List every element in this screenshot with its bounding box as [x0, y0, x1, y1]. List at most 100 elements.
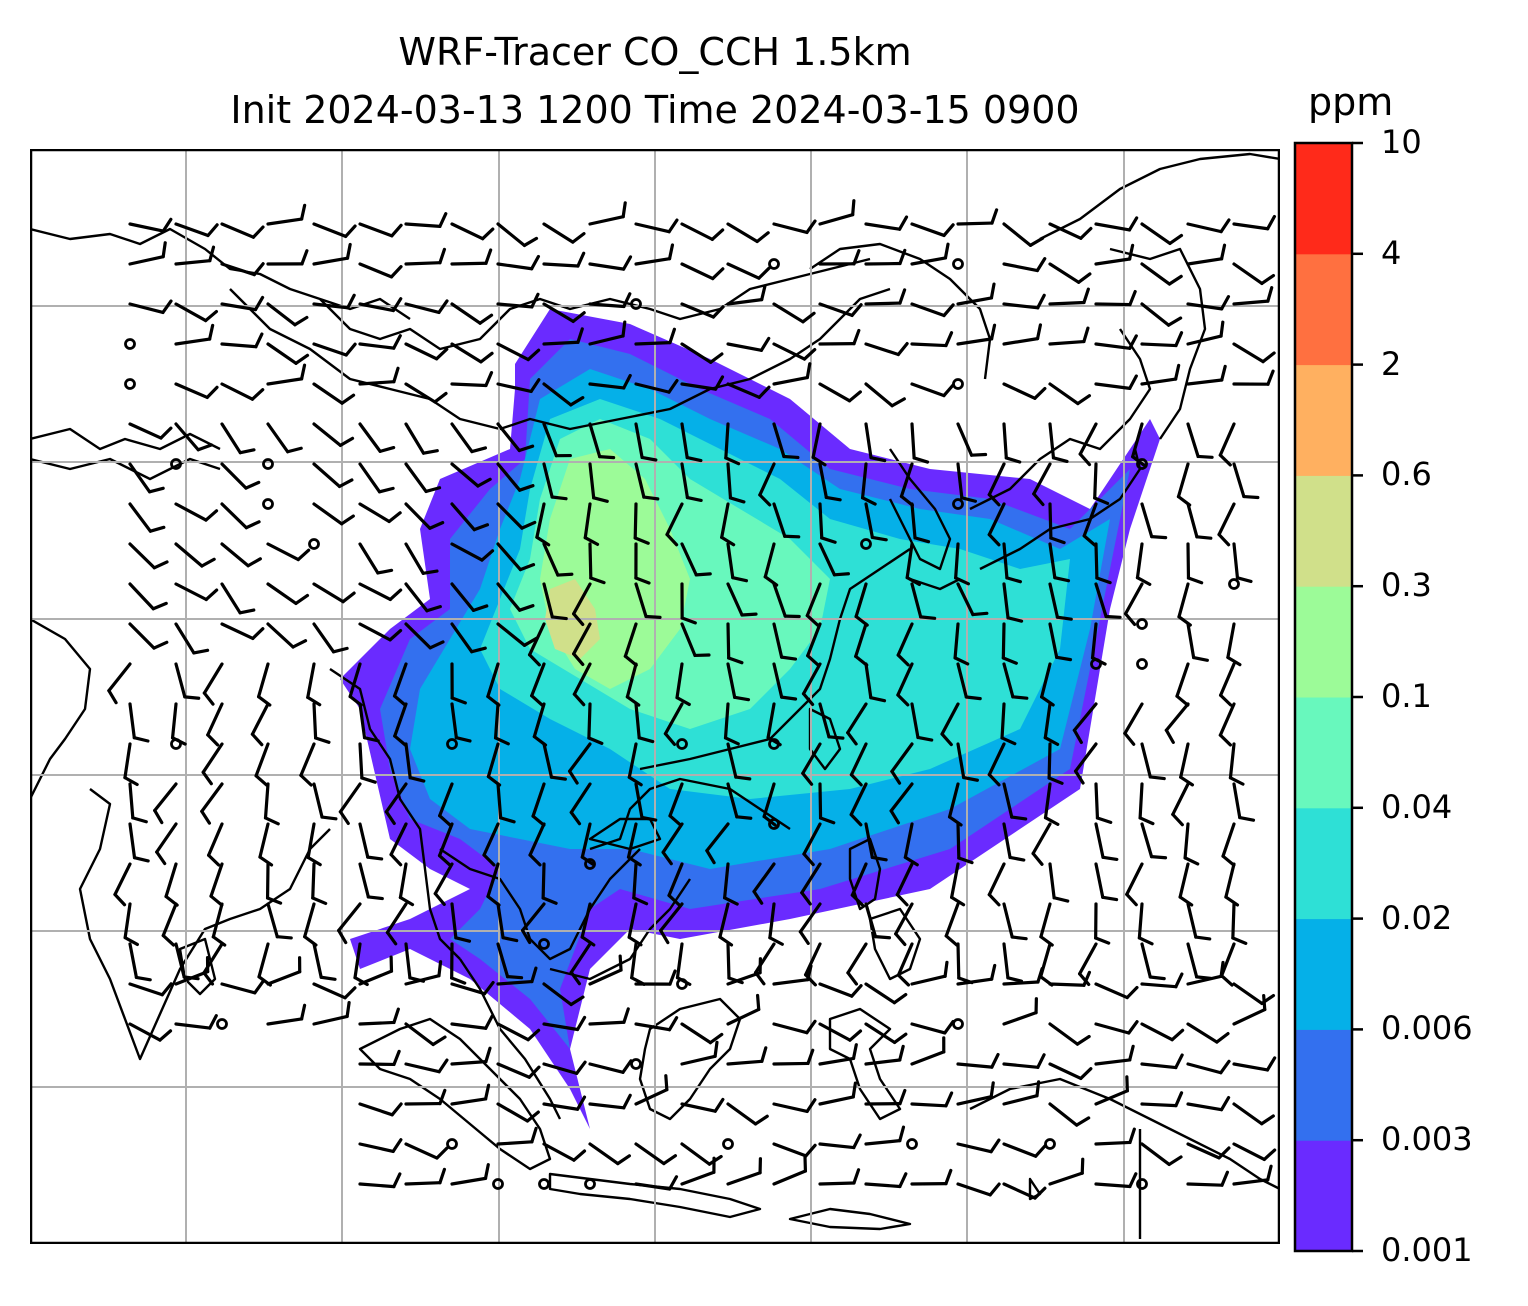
wind-barb [450, 1014, 494, 1030]
colorbar-tick-label: 10 [1381, 123, 1422, 161]
calm-wind-marker [446, 738, 458, 750]
wind-barb [860, 462, 877, 506]
wind-barb [588, 292, 632, 309]
calm-wind-marker [1136, 1178, 1148, 1190]
wind-barb [174, 302, 218, 323]
wind-barb [1186, 622, 1209, 662]
wind-barb [174, 245, 216, 266]
wind-barb [1048, 222, 1093, 240]
wind-barb [772, 662, 798, 701]
wind-barb [1031, 822, 1052, 866]
wind-barb [404, 622, 445, 650]
wind-barb [450, 622, 487, 654]
colorbar-segment [1295, 1029, 1352, 1141]
calm-wind-marker [952, 258, 964, 270]
wind-barb [266, 622, 308, 649]
wind-barb [680, 222, 725, 241]
wind-barb [896, 622, 914, 667]
calm-wind-marker [124, 338, 136, 350]
wind-barb [1048, 1157, 1085, 1186]
wind-barb [1175, 662, 1190, 707]
wind-barb [634, 1142, 678, 1166]
wind-barb [1002, 542, 1022, 584]
wind-barb [680, 1097, 725, 1113]
colorbar-segment [1295, 143, 1352, 255]
wind-barb [170, 702, 187, 746]
wind-barb [123, 742, 139, 787]
wind-barb [1048, 326, 1090, 346]
calm-wind-marker [124, 378, 136, 390]
wind-barb [910, 222, 955, 238]
wind-barb [155, 822, 178, 866]
wind-barb [358, 1172, 402, 1189]
wind-barb [1002, 1182, 1047, 1200]
calm-wind-marker [216, 1018, 228, 1030]
wind-barb [1186, 1022, 1230, 1044]
wind-barb [667, 862, 684, 907]
wind-barb [1140, 262, 1183, 286]
wind-barb [956, 462, 977, 503]
wind-barb [153, 782, 178, 825]
wind-barb [1164, 702, 1190, 744]
wind-barb [1002, 323, 1042, 346]
wind-barb [569, 942, 592, 986]
wind-barb [404, 960, 443, 986]
wind-barb [542, 462, 568, 501]
wind-barb [404, 502, 445, 530]
wind-barb [846, 942, 868, 986]
wind-barb [726, 942, 744, 985]
calm-wind-marker [630, 298, 642, 310]
wind-barb [944, 902, 960, 947]
wind-barb [450, 1083, 491, 1106]
wind-barb [450, 422, 488, 454]
wind-barb [496, 222, 539, 248]
wind-barb [772, 302, 816, 324]
wind-barb [128, 582, 168, 611]
wind-barb [393, 702, 408, 747]
wind-barb [588, 255, 633, 271]
wind-barb [634, 702, 655, 744]
wind-barb [496, 582, 535, 612]
calm-wind-marker [860, 538, 872, 550]
wind-barb [956, 742, 979, 782]
wind-barb [433, 862, 454, 906]
wind-barb [896, 942, 914, 987]
wind-barb [1094, 1044, 1135, 1066]
wind-barb [634, 542, 651, 585]
wind-barb [450, 582, 489, 612]
wind-barb [956, 963, 997, 986]
wind-barb [384, 782, 408, 825]
wind-barb [496, 292, 540, 309]
wind-barb [128, 502, 166, 533]
wind-barb [220, 542, 262, 568]
wind-barb [1140, 1142, 1183, 1167]
wind-barb [953, 622, 970, 666]
wind-barb [818, 1022, 863, 1042]
wind-barb [1221, 822, 1236, 867]
wind-barb [801, 742, 822, 786]
wind-barb [950, 862, 966, 907]
calm-wind-marker [906, 1138, 918, 1150]
wind-barb [987, 502, 1006, 547]
wind-barb [496, 1062, 541, 1079]
wind-barb [726, 622, 744, 665]
wind-barb [1002, 1053, 1046, 1069]
wind-barb [1001, 622, 1018, 665]
wind-barb [956, 208, 999, 226]
wind-barb [633, 502, 650, 545]
wind-barb [818, 249, 861, 266]
wind-barb [1039, 902, 1054, 947]
wind-barb [896, 662, 914, 707]
wind-barb [266, 902, 293, 940]
wind-barb [818, 1133, 862, 1150]
wind-barb [726, 1046, 768, 1066]
wind-barb [1002, 1142, 1047, 1158]
wind-barb [450, 248, 493, 266]
wind-barb [450, 702, 472, 743]
wind-barb [254, 742, 270, 787]
wind-barb [266, 956, 302, 986]
wind-barb [200, 782, 224, 825]
calm-wind-marker [446, 1138, 458, 1150]
wind-barb [724, 422, 741, 466]
wind-barb [723, 862, 739, 906]
